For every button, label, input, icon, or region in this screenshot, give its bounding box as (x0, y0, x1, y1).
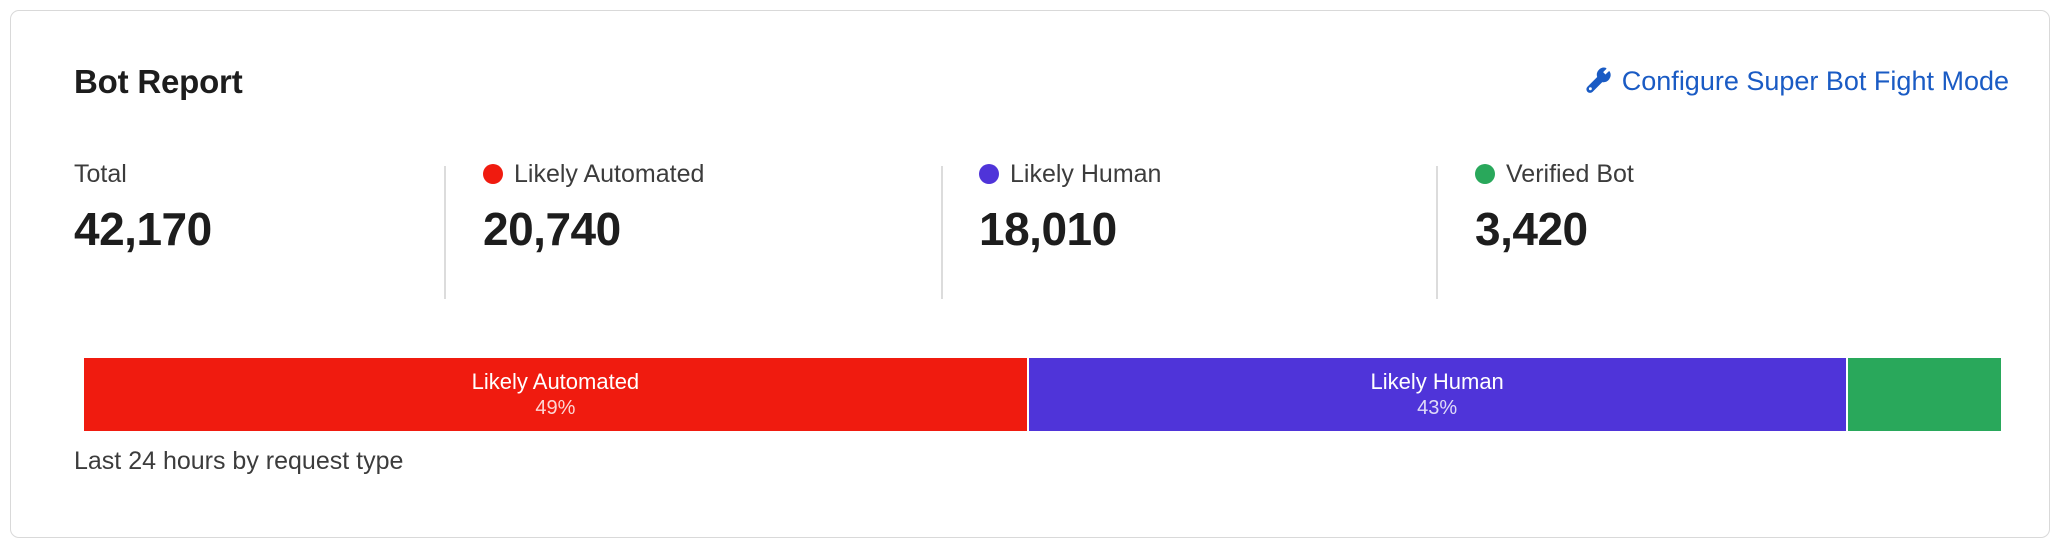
legend-dot-verified-bot (1475, 164, 1495, 184)
stat-header: Verified Bot (1475, 159, 1996, 189)
stat-value: 3,420 (1475, 203, 1588, 255)
stats-row: Total 42,170 Likely Automated 20,740 Lik… (74, 159, 1996, 299)
stat-likely-automated: Likely Automated 20,740 (444, 159, 941, 299)
stat-header: Total (74, 159, 444, 189)
legend-dot-likely-automated (483, 164, 503, 184)
stat-value: 20,740 (483, 203, 621, 255)
configure-link-label: Configure Super Bot Fight Mode (1621, 65, 2009, 96)
request-type-stacked-bar: Likely Automated 49% Likely Human 43% Ve… (84, 358, 2001, 431)
stat-header: Likely Human (979, 159, 1436, 189)
bar-segment-label: Likely Automated (471, 369, 640, 395)
stat-total: Total 42,170 (74, 159, 444, 299)
legend-dot-likely-human (979, 164, 999, 184)
stat-label: Total (74, 159, 127, 188)
configure-super-bot-fight-mode-link[interactable]: Configure Super Bot Fight Mode (1585, 67, 2009, 95)
bar-segment-percent: 43% (1417, 396, 1458, 419)
stat-label: Verified Bot (1506, 159, 1634, 188)
card-header: Bot Report Configure Super Bot Fight Mod… (74, 53, 2009, 109)
stat-verified-bot: Verified Bot 3,420 (1436, 159, 1996, 299)
stat-label: Likely Human (1010, 159, 1162, 188)
stat-header: Likely Automated (483, 159, 941, 189)
page-title: Bot Report (74, 62, 243, 100)
stat-likely-human: Likely Human 18,010 (941, 159, 1436, 299)
stat-value: 18,010 (979, 203, 1117, 255)
bar-segment-verified-bot[interactable]: Verified Bot (1845, 358, 2001, 431)
bar-segment-likely-automated[interactable]: Likely Automated 49% (84, 358, 1027, 431)
bot-report-card: Bot Report Configure Super Bot Fight Mod… (10, 10, 2050, 538)
bar-caption: Last 24 hours by request type (74, 447, 404, 475)
bar-segment-percent: 49% (535, 396, 576, 419)
stat-value: 42,170 (74, 203, 212, 255)
bar-segment-label: Likely Human (1370, 369, 1504, 395)
wrench-icon (1585, 67, 1613, 95)
stat-label: Likely Automated (514, 159, 705, 188)
bar-segment-likely-human[interactable]: Likely Human 43% (1026, 358, 1846, 431)
